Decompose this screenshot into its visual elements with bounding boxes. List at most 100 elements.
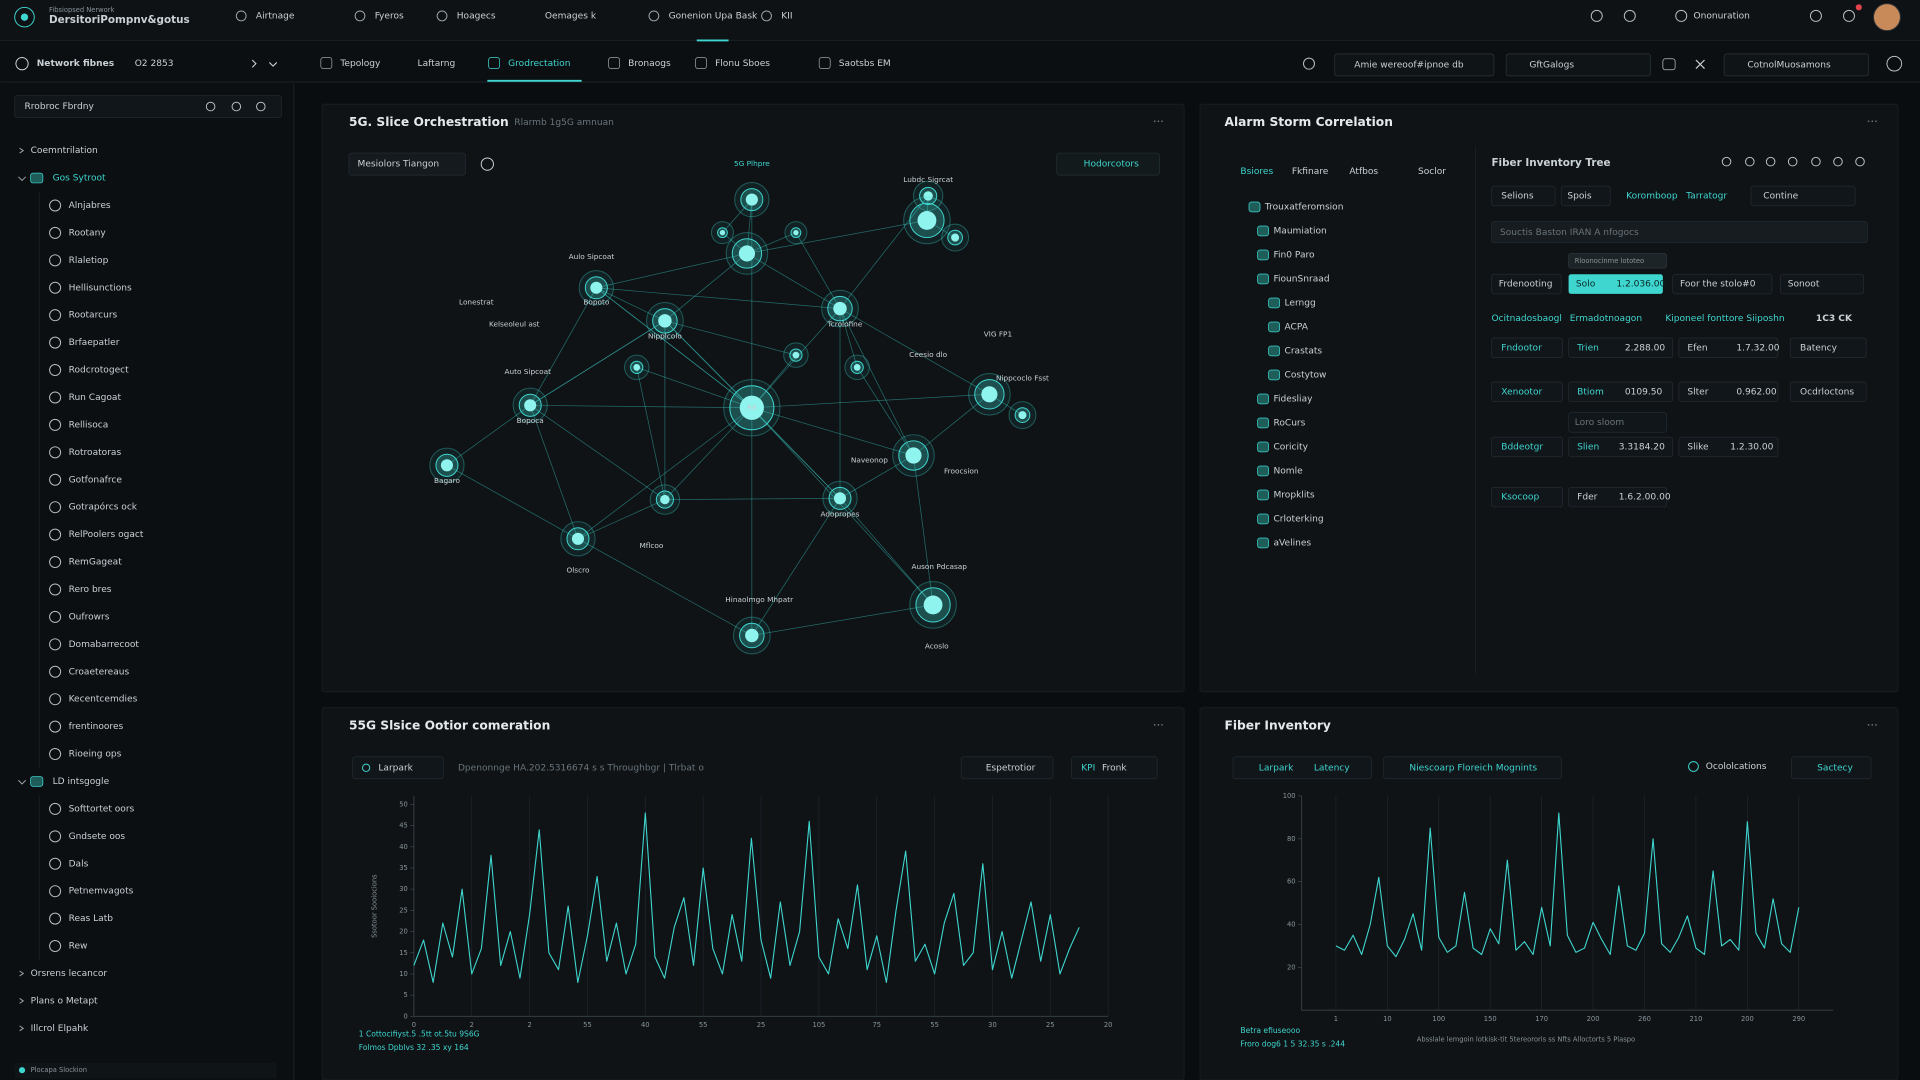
nav-icon: [235, 10, 247, 22]
field[interactable]: [1491, 436, 1563, 458]
sidebar-search[interactable]: [14, 95, 283, 118]
node-icon: [1268, 321, 1280, 333]
field[interactable]: [1678, 436, 1779, 458]
menu-dot: [1871, 724, 1874, 726]
tab[interactable]: Koromboop: [1626, 191, 1678, 201]
node-icon: [1268, 345, 1280, 357]
dropdown[interactable]: [352, 756, 444, 780]
caret: [19, 1025, 25, 1032]
menu-dot: [1161, 120, 1163, 123]
folder-icon: [30, 172, 44, 184]
filter-box[interactable]: [1334, 53, 1495, 77]
tree-item: Petnemvagots: [69, 887, 134, 897]
node-core: [524, 399, 537, 412]
y-tick-label: 0: [403, 1012, 407, 1020]
item-icon: [49, 940, 62, 953]
item-icon: [49, 199, 62, 212]
profile-icon: [1886, 55, 1903, 72]
item-icon: [49, 501, 62, 514]
sidebar-action: [231, 101, 242, 112]
button-text: Hodorcotors: [1084, 160, 1139, 170]
field[interactable]: [1678, 337, 1779, 358]
field[interactable]: [1678, 381, 1779, 403]
tool-icon: [1787, 156, 1798, 167]
field[interactable]: [1789, 381, 1867, 403]
x-tick-label: 25: [1046, 1021, 1055, 1029]
tree-item: ACPA: [1285, 322, 1309, 332]
menu-dot: [1153, 724, 1156, 726]
field[interactable]: [1568, 274, 1663, 294]
search-box[interactable]: [1505, 53, 1651, 77]
node-core: [590, 281, 603, 294]
field[interactable]: [1491, 381, 1563, 403]
field[interactable]: [1491, 273, 1562, 295]
tab[interactable]: Tarratogr: [1685, 191, 1727, 201]
tab[interactable]: Laftarng: [418, 59, 456, 69]
node-label: Mflcoo: [639, 541, 663, 550]
field[interactable]: [1568, 337, 1674, 358]
button[interactable]: [1071, 756, 1158, 780]
dropdown[interactable]: [1383, 756, 1562, 780]
button[interactable]: [1056, 152, 1160, 176]
dropdown[interactable]: [348, 152, 466, 176]
edge: [664, 407, 753, 500]
x-tick-label: 40: [641, 1021, 650, 1029]
field-text: Ksocoop: [1501, 493, 1539, 503]
edge: [839, 308, 858, 368]
edge: [751, 604, 934, 636]
user-icon: [1675, 9, 1688, 22]
y-tick-label: 10: [399, 970, 408, 978]
tab[interactable]: Contine: [1763, 191, 1798, 201]
node-label: Aulo Sipcoat: [569, 252, 615, 261]
tab[interactable]: Saotsbs EM: [839, 59, 891, 69]
edge: [596, 253, 748, 289]
field-text: Fder: [1577, 493, 1598, 503]
node-label: Olscro: [566, 566, 590, 575]
dropdown[interactable]: [1232, 756, 1372, 780]
tree-item: frentinoores: [69, 722, 124, 732]
field[interactable]: [1789, 337, 1867, 358]
field-text: Slike: [1687, 442, 1709, 452]
dropdown[interactable]: [1791, 756, 1872, 780]
node-core: [792, 351, 800, 359]
node-core: [571, 532, 585, 545]
x-tick-label: 55: [583, 1021, 592, 1029]
menu-dot: [1867, 724, 1870, 726]
tab[interactable]: Selions: [1501, 191, 1534, 201]
user-menu: Ononuration: [1693, 11, 1749, 21]
panel-title: Fiber Inventory: [1225, 719, 1331, 733]
tab[interactable]: Flonu Sboes: [715, 59, 770, 69]
tab[interactable]: Bronaogs: [628, 59, 671, 69]
field-text: 1.2.30.00: [1730, 442, 1773, 452]
tab[interactable]: Spois: [1567, 191, 1592, 201]
tab[interactable]: Grodrectation: [508, 59, 570, 69]
field[interactable]: [1568, 486, 1667, 508]
x-tick-label: 20: [1104, 1021, 1113, 1029]
field[interactable]: [1491, 337, 1563, 358]
field[interactable]: [1780, 273, 1865, 295]
tool-icon: [1833, 156, 1843, 167]
search-field[interactable]: [1491, 221, 1868, 243]
field-text: 1C3 CK: [1816, 314, 1853, 324]
tab[interactable]: Tepology: [339, 59, 381, 69]
field[interactable]: [1568, 412, 1667, 433]
item-icon: [49, 912, 62, 925]
menu-dot: [1157, 724, 1160, 726]
field[interactable]: [1568, 381, 1674, 403]
nav-item: Fyeros: [375, 11, 404, 21]
field[interactable]: [1568, 436, 1674, 458]
search-text: Souctis Baston IRAN A nfogocs: [1500, 228, 1639, 238]
field-text: Loro sloom: [1575, 418, 1625, 428]
field[interactable]: [1491, 486, 1563, 508]
tree-item: Gos Sytroot: [53, 174, 106, 184]
field[interactable]: [1672, 273, 1773, 295]
tree-item: Crastats: [1285, 346, 1323, 356]
view-box[interactable]: [1723, 53, 1869, 77]
y-tick-label: 40: [399, 843, 408, 851]
sidebar-action: [256, 101, 266, 112]
tree-item: Gotfonafrce: [69, 475, 123, 485]
tool-icon: [1811, 156, 1821, 167]
field-text: 0.962.00: [1736, 387, 1777, 397]
x-tick-label: 1: [1334, 1015, 1338, 1023]
button[interactable]: [960, 756, 1054, 780]
